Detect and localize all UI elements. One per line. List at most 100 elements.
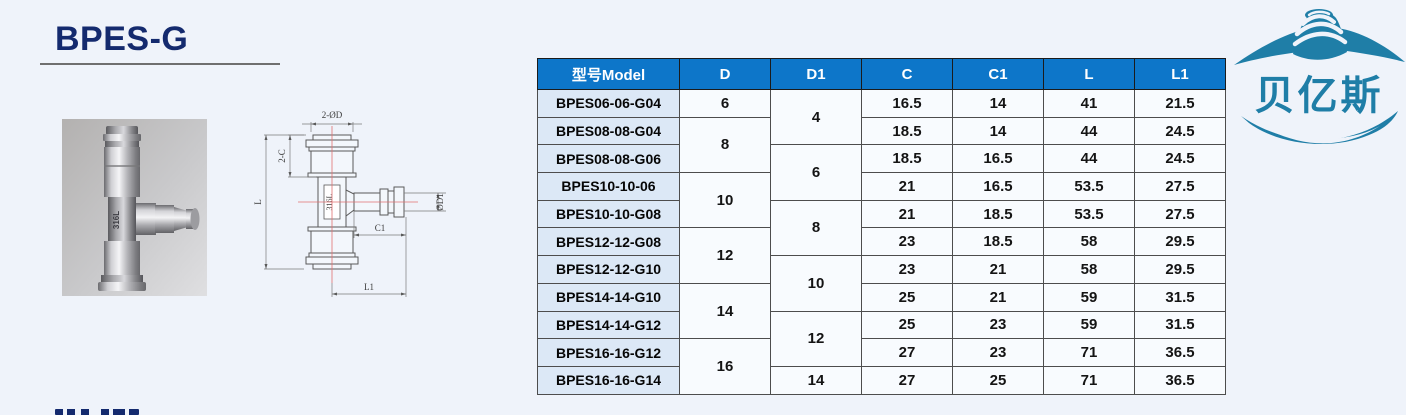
- value-cell: 21: [952, 282, 1044, 312]
- value-cell: 31.5: [1134, 282, 1226, 312]
- value-cell: 16.5: [952, 172, 1044, 201]
- branch-tip-ring: [186, 209, 193, 229]
- value-cell: 6: [679, 89, 771, 118]
- value-cell: 23: [861, 255, 953, 284]
- value-cell: 18.5: [952, 227, 1044, 257]
- value-cell: 12: [770, 310, 862, 367]
- table-row: BPES16-16-G12 16 27 23 71 36.5: [537, 338, 1226, 395]
- value-cell: 59: [1043, 282, 1135, 312]
- product-photo: 316L: [62, 119, 207, 296]
- column-header: D1: [770, 58, 862, 90]
- top-tube: [104, 147, 140, 197]
- model-cell: BPES16-16-G14: [537, 365, 680, 395]
- logo-swoosh-gap: [1267, 126, 1380, 144]
- value-cell: 71: [1043, 365, 1135, 395]
- table-row: BPES10-10-06 10 21 16.5 53.5 27.5: [537, 172, 1226, 229]
- table-row: BPES10-10-G08 8 21 18.5 53.5 27.5: [537, 199, 1226, 257]
- model-cell: BPES16-16-G12: [537, 338, 680, 367]
- value-cell: 8: [679, 116, 771, 174]
- value-cell: 12: [679, 227, 771, 284]
- top-ring: [105, 141, 139, 147]
- value-cell: 23: [861, 227, 953, 257]
- value-cell: 71: [1043, 338, 1135, 367]
- logo-right-wing: [1330, 27, 1405, 62]
- logo-graphic: 贝亿斯: [1234, 9, 1405, 145]
- logo-text: 贝亿斯: [1255, 73, 1384, 119]
- tee-drawing: 316L 2-ØD 2-: [253, 110, 446, 297]
- table-row: BPES06-06-G04 6 4 16.5 14 41 21.5: [537, 88, 1226, 146]
- value-cell: 16: [679, 338, 771, 395]
- model-cell: BPES14-14-G12: [537, 310, 680, 340]
- value-cell: 36.5: [1134, 365, 1226, 395]
- bottom-collet: [98, 282, 146, 291]
- model-cell: BPES14-14-G10: [537, 282, 680, 312]
- table-row: BPES16-16-G14 14 27 25 71 36.5: [537, 365, 1226, 395]
- value-cell: 31.5: [1134, 310, 1226, 340]
- table-row: BPES08-08-G06 6 18.5 16.5 44 24.5: [537, 144, 1226, 201]
- value-cell: 44: [1043, 116, 1135, 146]
- drawing-branch-shoulder: [345, 189, 355, 217]
- value-cell: 25: [952, 365, 1044, 395]
- value-cell: 21: [861, 172, 953, 201]
- model-cell: BPES12-12-G10: [537, 255, 680, 284]
- dim-label-l1: L1: [364, 282, 374, 292]
- value-cell: 16.5: [952, 144, 1044, 174]
- value-cell: 58: [1043, 255, 1135, 284]
- value-cell: 10: [679, 172, 771, 229]
- value-cell: 44: [1043, 144, 1135, 174]
- value-cell: 21: [861, 199, 953, 229]
- table-row: BPES14-14-G12 12 25 23 59 31.5: [537, 310, 1226, 367]
- table-row: BPES12-12-G08 12 23 18.5 58 29.5: [537, 227, 1226, 284]
- value-cell: 25: [861, 310, 953, 340]
- page-title: BPES-G: [55, 20, 189, 58]
- column-header: D: [679, 58, 771, 90]
- logo-cap-highlight: [1307, 10, 1331, 17]
- logo-left-wing: [1234, 28, 1309, 65]
- center-body: [108, 197, 136, 241]
- model-cell: BPES12-12-G08: [537, 227, 680, 257]
- value-cell: 14: [679, 282, 771, 340]
- technical-drawing: 316L 2-ØD 2-: [242, 98, 464, 313]
- top-collet-ring: [103, 134, 141, 141]
- logo-thread-stripe: [1292, 31, 1348, 47]
- partial-next-heading: [55, 409, 139, 415]
- value-cell: 27: [861, 365, 953, 395]
- logo-thread-stripe: [1301, 14, 1336, 26]
- value-cell: 18.5: [861, 144, 953, 174]
- value-cell: 18.5: [952, 199, 1044, 229]
- value-cell: 14: [770, 365, 862, 395]
- top-collet-cap: [106, 126, 138, 135]
- column-header: L1: [1134, 58, 1226, 90]
- value-cell: 23: [952, 310, 1044, 340]
- value-cell: 29.5: [1134, 255, 1226, 284]
- value-cell: 14: [952, 89, 1044, 118]
- value-cell: 27: [861, 338, 953, 367]
- spec-table: 型号Model D D1 C C1 L L1 BPES06-06-G04 6 4 16.5 14 41…: [537, 58, 1226, 395]
- value-cell: 6: [770, 144, 862, 201]
- branch-cone: [174, 207, 188, 231]
- model-cell: BPES10-10-06: [537, 172, 680, 201]
- model-cell: BPES06-06-G04: [537, 89, 680, 118]
- bottom-flare: [101, 275, 143, 283]
- branch-tip: [190, 208, 200, 230]
- value-cell: 21: [952, 255, 1044, 284]
- dim-label-2-od: 2-ØD: [322, 110, 343, 120]
- dim-label-2-c: 2-C: [277, 149, 287, 163]
- value-cell: 25: [861, 282, 953, 312]
- bottom-tube: [104, 241, 140, 277]
- branch-block: [136, 203, 156, 235]
- value-cell: 59: [1043, 310, 1135, 340]
- table-row: BPES08-08-G04 8 18.5 14 44 24.5: [537, 116, 1226, 174]
- value-cell: 29.5: [1134, 227, 1226, 257]
- branch-nut: [155, 205, 174, 233]
- value-cell: 16.5: [861, 89, 953, 118]
- value-cell: 24.5: [1134, 116, 1226, 146]
- value-cell: 18.5: [861, 116, 953, 146]
- dim-label-c1: C1: [375, 223, 386, 233]
- title-underline: [40, 63, 280, 65]
- value-cell: 21.5: [1134, 89, 1226, 118]
- value-cell: 53.5: [1043, 172, 1135, 201]
- model-cell: BPES08-08-G04: [537, 116, 680, 146]
- value-cell: 53.5: [1043, 199, 1135, 229]
- value-cell: 41: [1043, 89, 1135, 118]
